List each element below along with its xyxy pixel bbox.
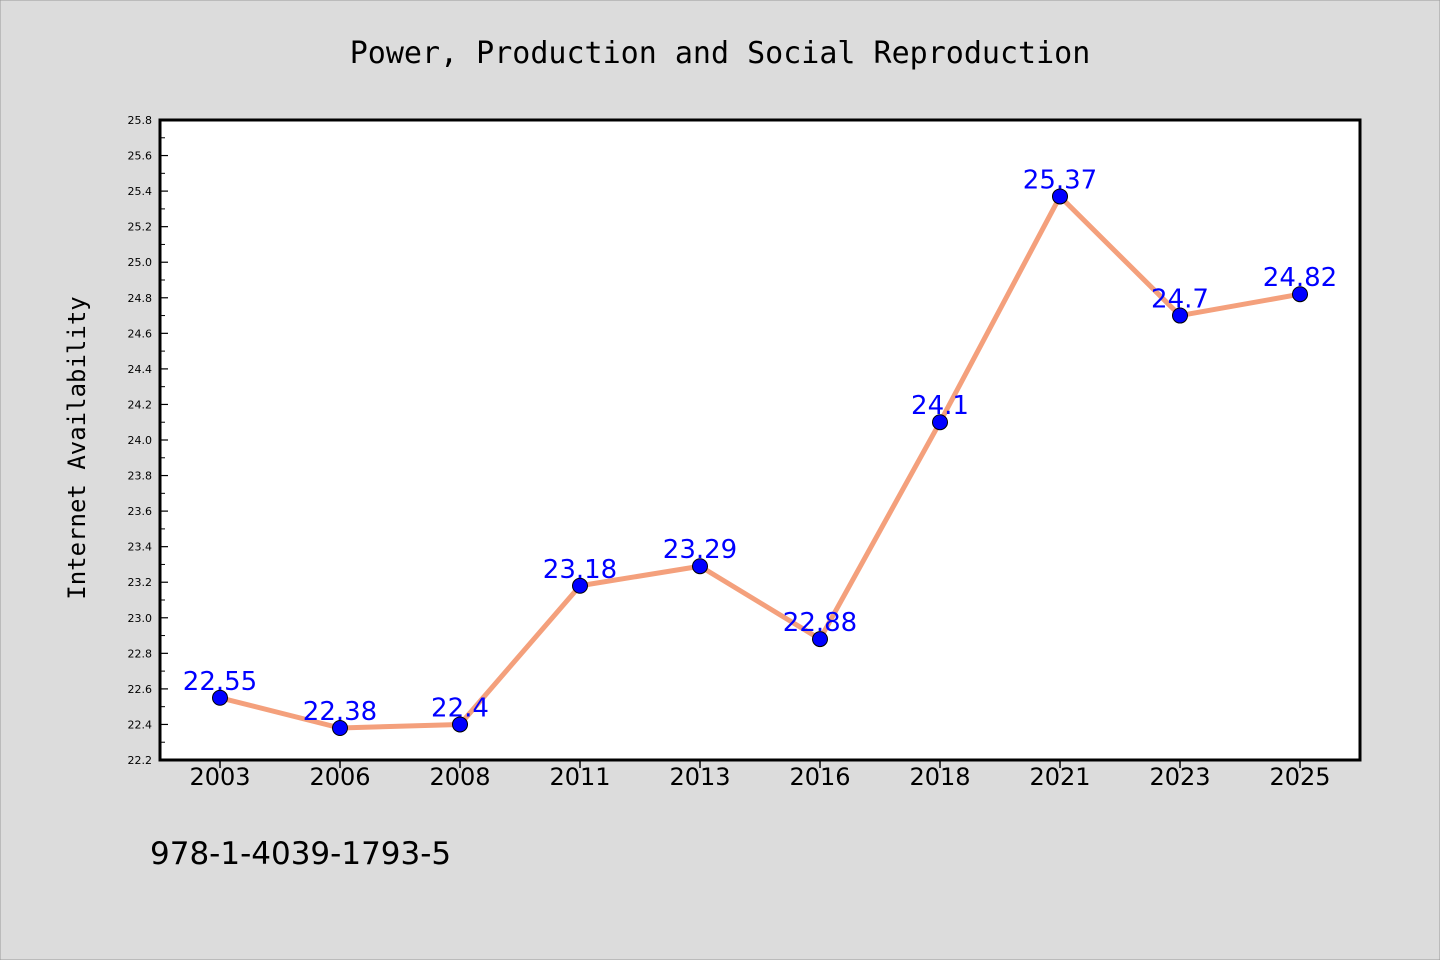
data-label: 24.7 — [1151, 285, 1209, 315]
x-tick-label: 2025 — [1269, 763, 1330, 791]
plot-frame — [158, 118, 1362, 762]
data-point — [1292, 286, 1308, 303]
y-tick-label: 24.8 — [128, 292, 153, 305]
data-point — [812, 631, 828, 648]
y-tick-label: 24.6 — [128, 327, 153, 340]
y-tick-label: 23.8 — [128, 470, 153, 483]
data-label: 24.82 — [1263, 263, 1337, 293]
data-point — [572, 577, 588, 594]
data-point — [1052, 188, 1068, 205]
isbn-code: 978-1-4039-1793-5 — [150, 836, 451, 872]
x-tick-label: 2016 — [789, 763, 850, 791]
x-tick-label: 2011 — [549, 763, 610, 791]
y-tick-label: 22.4 — [128, 718, 153, 731]
data-point — [1172, 307, 1188, 324]
y-tick-label: 24.0 — [128, 434, 153, 447]
data-label: 22.55 — [183, 667, 257, 697]
y-tick-label: 22.6 — [128, 683, 153, 696]
data-point — [692, 558, 708, 575]
series-layer — [212, 188, 1308, 736]
data-label: 22.88 — [783, 608, 857, 638]
y-tick-label: 24.2 — [128, 398, 153, 411]
y-tick-label: 23.4 — [128, 541, 153, 554]
data-point — [332, 720, 348, 736]
data-point — [452, 716, 468, 733]
x-tick-label: 2008 — [429, 763, 490, 791]
y-tick-label: 23.6 — [128, 505, 153, 518]
data-label: 23.29 — [663, 535, 737, 565]
y-tick-label: 23.2 — [128, 576, 153, 589]
y-tick-label: 25.8 — [128, 114, 153, 127]
x-tick-label: 2023 — [1149, 763, 1210, 791]
x-axis-ticks: 2003 2006 2008 2011 2013 2016 2018 2021 2023 2025 — [189, 760, 1331, 791]
series-line — [217, 193, 1303, 731]
chart-title: Power, Production and Social Reproductio… — [350, 36, 1091, 71]
x-tick-label: 2006 — [309, 763, 370, 791]
data-label: 22.4 — [431, 693, 489, 723]
data-label: 22.38 — [303, 697, 377, 727]
y-tick-label: 25.4 — [128, 185, 153, 198]
data-point — [212, 689, 228, 706]
y-tick-label: 25.0 — [128, 256, 153, 269]
x-tick-label: 2003 — [189, 763, 250, 791]
x-tick-label: 2021 — [1029, 763, 1090, 791]
y-tick-label: 22.2 — [128, 754, 153, 767]
x-tick-label: 2013 — [669, 763, 730, 791]
x-tick-label: 2018 — [909, 763, 970, 791]
y-axis-ticks: 22.2 22.4 22.6 22.8 23.0 23.2 23.4 23.6 23.8 24.0… — [128, 114, 168, 767]
data-label: 23.18 — [543, 555, 617, 585]
data-labels-layer: 22.55 22.38 22.4 23.18 23.29 22.88 24.1 25.37 24… — [183, 165, 1337, 727]
plot-area — [160, 120, 1360, 760]
data-point — [932, 414, 948, 431]
y-tick-label: 23.0 — [128, 612, 153, 625]
y-tick-label: 22.8 — [128, 647, 153, 660]
y-tick-label: 25.2 — [128, 221, 153, 234]
y-tick-label: 24.4 — [128, 363, 153, 376]
y-axis-label: Internet Availability — [63, 296, 91, 599]
data-label: 25.37 — [1023, 165, 1097, 195]
data-label: 24.1 — [911, 391, 969, 421]
y-tick-label: 25.6 — [128, 150, 153, 163]
